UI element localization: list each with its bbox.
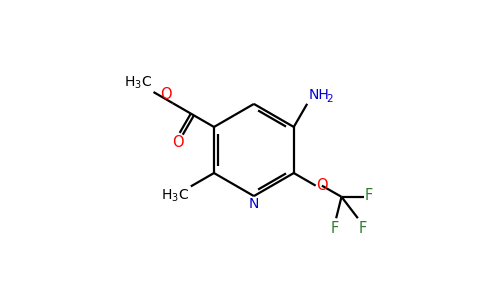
Text: F: F — [364, 188, 373, 203]
Text: F: F — [359, 220, 367, 236]
Text: N: N — [249, 197, 259, 211]
Text: O: O — [160, 87, 172, 102]
Text: H$_3$C: H$_3$C — [161, 188, 189, 204]
Text: NH: NH — [309, 88, 330, 102]
Text: H$_3$C: H$_3$C — [124, 75, 152, 91]
Text: 2: 2 — [326, 94, 333, 103]
Text: O: O — [317, 178, 328, 193]
Text: O: O — [172, 135, 184, 150]
Text: F: F — [331, 220, 339, 236]
